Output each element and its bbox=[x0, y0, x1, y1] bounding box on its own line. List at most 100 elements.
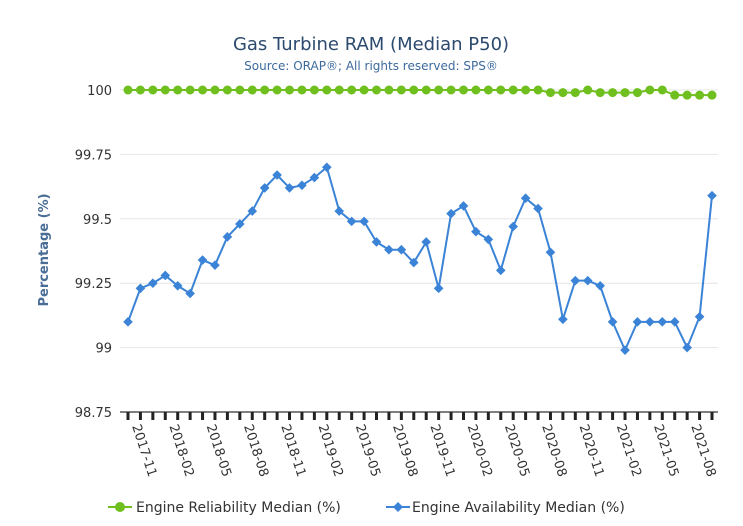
data-point bbox=[446, 208, 456, 219]
data-point bbox=[135, 283, 146, 294]
x-tick-label: 2019-05 bbox=[352, 423, 383, 479]
data-point bbox=[471, 85, 481, 95]
data-point bbox=[545, 88, 555, 98]
data-point bbox=[160, 85, 170, 95]
data-point bbox=[558, 88, 568, 98]
x-tick-label: 2020-11 bbox=[576, 423, 607, 479]
data-point bbox=[695, 90, 705, 100]
legend[interactable]: Engine Reliability Median (%) Engine Avai… bbox=[108, 500, 625, 516]
x-tick-label: 2020-08 bbox=[538, 423, 569, 479]
data-point bbox=[595, 88, 605, 98]
legend-item[interactable]: Engine Reliability Median (%) bbox=[108, 500, 341, 516]
series-line bbox=[127, 165, 713, 353]
data-point bbox=[570, 88, 580, 98]
data-point bbox=[185, 288, 195, 299]
x-tick-label: 2019-02 bbox=[315, 423, 346, 479]
data-point bbox=[284, 183, 295, 193]
data-point bbox=[471, 226, 481, 237]
data-point bbox=[446, 85, 456, 95]
x-tick-label: 2021-02 bbox=[613, 423, 644, 479]
data-point bbox=[483, 85, 493, 95]
data-point bbox=[334, 85, 344, 95]
data-point bbox=[359, 85, 369, 95]
y-tick-label: 98.75 bbox=[75, 406, 112, 421]
data-point bbox=[508, 85, 518, 95]
data-point bbox=[384, 85, 394, 95]
chart-subtitle: Source: ORAP®; All rights reserved: SPS® bbox=[244, 59, 498, 73]
series-availability bbox=[123, 162, 717, 355]
data-point bbox=[433, 283, 444, 294]
data-point bbox=[483, 234, 494, 245]
data-point bbox=[259, 183, 270, 193]
data-point bbox=[409, 85, 419, 95]
data-point bbox=[247, 85, 257, 95]
data-point bbox=[682, 90, 692, 100]
y-tick-label: 99.25 bbox=[75, 277, 112, 292]
data-point bbox=[620, 345, 630, 355]
x-tick-label: 2020-05 bbox=[501, 423, 532, 479]
data-point bbox=[520, 193, 531, 203]
data-point bbox=[595, 280, 605, 291]
data-point bbox=[272, 170, 282, 180]
data-point bbox=[322, 162, 332, 173]
data-point bbox=[235, 85, 245, 95]
x-tick-label: 2021-05 bbox=[650, 423, 681, 479]
y-axis-label: Percentage (%) bbox=[37, 193, 52, 306]
data-point bbox=[372, 85, 382, 95]
x-tick-label: 2020-02 bbox=[464, 423, 495, 479]
data-point bbox=[458, 85, 468, 95]
data-point bbox=[521, 85, 531, 95]
x-tick-label: 2017-11 bbox=[128, 423, 159, 479]
data-point bbox=[172, 280, 183, 291]
series-layer bbox=[123, 85, 717, 355]
data-point bbox=[682, 342, 692, 353]
data-point bbox=[657, 317, 668, 327]
data-point bbox=[235, 219, 245, 229]
data-point bbox=[645, 317, 655, 327]
data-point bbox=[533, 85, 543, 95]
data-point bbox=[707, 90, 717, 100]
y-tick-label: 99.75 bbox=[75, 148, 112, 163]
data-point bbox=[309, 85, 319, 95]
data-point bbox=[359, 216, 369, 227]
data-point bbox=[670, 90, 680, 100]
data-point bbox=[707, 190, 717, 201]
data-point bbox=[272, 85, 282, 95]
data-point bbox=[496, 85, 506, 95]
data-point bbox=[608, 88, 618, 98]
data-point bbox=[371, 237, 382, 247]
data-point bbox=[322, 85, 332, 95]
x-tick-label: 2019-08 bbox=[389, 423, 420, 479]
data-point bbox=[408, 257, 419, 268]
data-point bbox=[222, 85, 232, 95]
y-tick-label: 99.5 bbox=[83, 213, 112, 228]
data-point bbox=[185, 85, 195, 95]
data-point bbox=[347, 85, 357, 95]
data-point bbox=[309, 172, 320, 183]
x-tick-label: 2018-02 bbox=[165, 423, 196, 479]
legend-item[interactable]: Engine Availability Median (%) bbox=[386, 500, 625, 516]
data-point bbox=[669, 317, 680, 327]
legend-marker-circle bbox=[115, 502, 125, 512]
x-tick-label: 2018-08 bbox=[240, 423, 271, 479]
data-point bbox=[346, 216, 357, 227]
legend-marker-diamond bbox=[393, 502, 403, 512]
data-point bbox=[607, 317, 618, 327]
data-point bbox=[558, 314, 568, 325]
data-point bbox=[123, 317, 133, 327]
legend-label: Engine Availability Median (%) bbox=[412, 500, 625, 516]
data-point bbox=[197, 255, 208, 265]
data-point bbox=[210, 260, 220, 270]
data-point bbox=[458, 201, 469, 211]
data-point bbox=[173, 85, 183, 95]
y-tick-label: 99 bbox=[95, 342, 112, 357]
data-point bbox=[645, 85, 655, 95]
x-tick-label: 2019-11 bbox=[426, 423, 457, 479]
data-point bbox=[247, 206, 258, 216]
data-point bbox=[334, 206, 345, 216]
data-point bbox=[210, 85, 220, 95]
data-point bbox=[297, 180, 307, 191]
data-point bbox=[545, 247, 556, 258]
legend-label: Engine Reliability Median (%) bbox=[136, 500, 341, 516]
